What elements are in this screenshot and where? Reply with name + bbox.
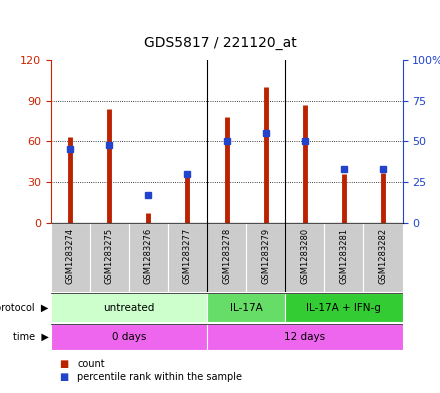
Text: percentile rank within the sample: percentile rank within the sample <box>77 372 242 382</box>
Bar <box>51 324 207 350</box>
Text: GSM1283280: GSM1283280 <box>301 228 309 284</box>
Bar <box>285 293 403 322</box>
Bar <box>51 293 207 322</box>
Bar <box>207 223 246 292</box>
Text: GSM1283274: GSM1283274 <box>66 228 75 284</box>
Text: ■: ■ <box>59 372 69 382</box>
Bar <box>168 223 207 292</box>
Text: ■: ■ <box>59 358 69 369</box>
Text: 0 days: 0 days <box>112 332 146 342</box>
Bar <box>90 223 129 292</box>
Bar <box>51 223 90 292</box>
Bar <box>285 223 324 292</box>
Bar <box>207 293 285 322</box>
Text: GSM1283279: GSM1283279 <box>261 228 270 284</box>
Text: GSM1283278: GSM1283278 <box>222 228 231 284</box>
Text: GDS5817 / 221120_at: GDS5817 / 221120_at <box>143 36 297 50</box>
Text: count: count <box>77 358 105 369</box>
Text: GSM1283281: GSM1283281 <box>339 228 348 284</box>
Text: GSM1283277: GSM1283277 <box>183 228 192 284</box>
Text: GSM1283275: GSM1283275 <box>105 228 114 284</box>
Text: GSM1283276: GSM1283276 <box>144 228 153 284</box>
Text: untreated: untreated <box>103 303 154 312</box>
Bar <box>246 223 285 292</box>
Text: IL-17A + IFN-g: IL-17A + IFN-g <box>307 303 381 312</box>
Text: 12 days: 12 days <box>284 332 326 342</box>
Text: IL-17A: IL-17A <box>230 303 263 312</box>
Text: GSM1283282: GSM1283282 <box>378 228 388 284</box>
Bar <box>324 223 363 292</box>
Bar <box>207 324 403 350</box>
Text: protocol  ▶: protocol ▶ <box>0 303 48 312</box>
Text: time  ▶: time ▶ <box>12 332 48 342</box>
Bar <box>363 223 403 292</box>
Bar <box>129 223 168 292</box>
